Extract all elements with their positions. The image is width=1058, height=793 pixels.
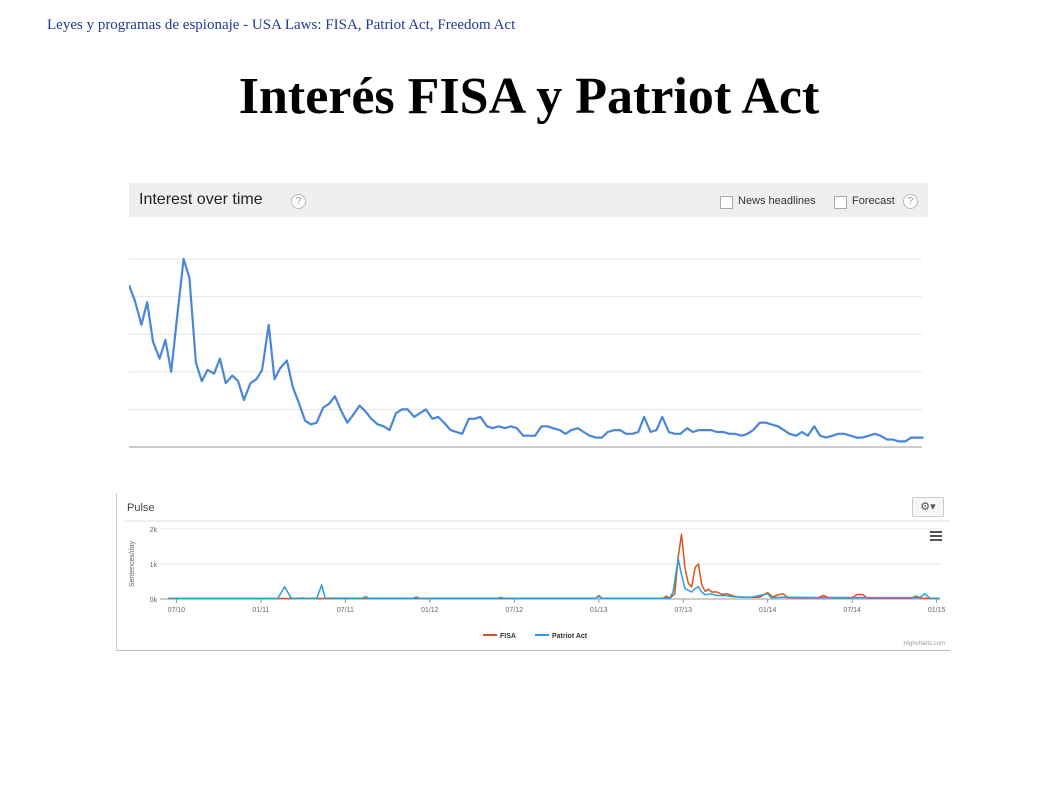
pulse-y-tick-label: 2k xyxy=(150,527,158,534)
pulse-chart: 0k 1k 2k Sentences/day 07/10 01/11 07/11 01/12 0… xyxy=(125,520,950,647)
trend-series-line xyxy=(129,257,924,443)
legend-label: FISA xyxy=(500,633,516,640)
pulse-x-tick-label: 07/12 xyxy=(506,607,524,614)
pulse-x-tick-label: 01/12 xyxy=(421,607,439,614)
interest-over-time-chart: 20052007200920112013 xyxy=(129,257,924,448)
pulse-y-tick-label: 1k xyxy=(150,562,158,569)
trends-panel: Interest over time ? News headlines Fore… xyxy=(129,183,928,453)
news-headlines-label: News headlines xyxy=(738,195,816,207)
pulse-x-tick-label: 07/13 xyxy=(674,607,692,614)
trends-title: Interest over time xyxy=(139,191,263,208)
pulse-panel: Pulse ⚙▾ 0k 1k 2k Sentences/day 07/10 01/11 07… xyxy=(116,493,950,651)
pulse-x-tick-label: 01/11 xyxy=(252,607,269,614)
news-headlines-checkbox[interactable] xyxy=(720,196,733,209)
pulse-x-tick-label: 01/13 xyxy=(590,607,608,614)
pulse-x-tick-label: 07/10 xyxy=(168,607,186,614)
pulse-x-tick-label: 01/14 xyxy=(759,607,777,614)
forecast-label: Forecast xyxy=(852,195,895,207)
pulse-y-tick-label: 0k xyxy=(150,597,158,604)
highcharts-credit: Highcharts.com xyxy=(903,641,945,647)
chart-menu-icon[interactable] xyxy=(930,531,942,543)
slide-header: Leyes y programas de espionaje - USA Law… xyxy=(47,17,516,33)
pulse-x-tick-label: 07/11 xyxy=(337,607,354,614)
trends-header-bar: Interest over time ? News headlines Fore… xyxy=(129,183,928,217)
pulse-title: Pulse xyxy=(127,502,155,514)
legend-label: Patriot Act xyxy=(552,633,588,640)
settings-gear-button[interactable]: ⚙▾ xyxy=(912,497,944,517)
pulse-x-tick-label: 01/15 xyxy=(928,607,946,614)
forecast-checkbox[interactable] xyxy=(834,196,847,209)
help-icon[interactable]: ? xyxy=(291,194,306,209)
slide-title: Interés FISA y Patriot Act xyxy=(238,68,820,125)
pulse-x-tick-label: 07/14 xyxy=(843,607,861,614)
forecast-help-icon[interactable]: ? xyxy=(903,194,918,209)
pulse-series-line-patriot-act xyxy=(168,558,941,600)
pulse-y-axis-label: Sentences/day xyxy=(129,540,136,587)
